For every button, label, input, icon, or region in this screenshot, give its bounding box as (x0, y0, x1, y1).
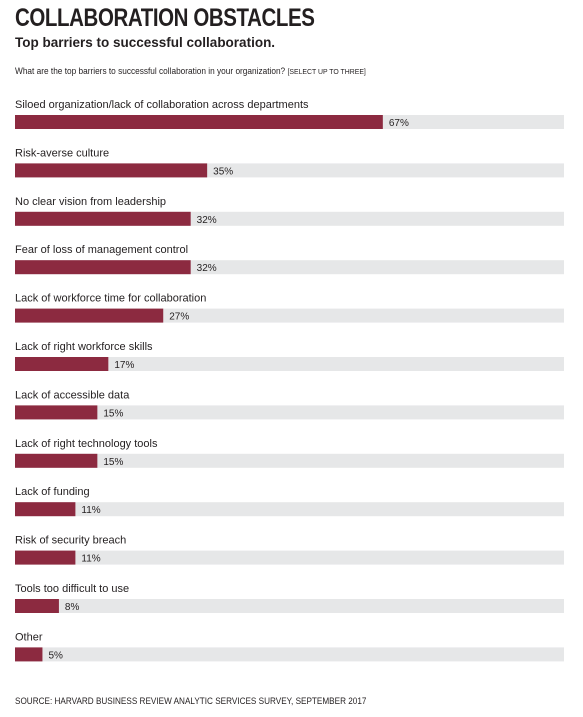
category-label: Risk-averse culture (15, 147, 109, 159)
value-label: 32% (197, 263, 217, 274)
bar-track (15, 357, 564, 371)
value-label: 35% (213, 166, 233, 177)
value-label: 32% (197, 215, 217, 226)
category-label: Lack of right technology tools (15, 438, 158, 450)
survey-question-note: [SELECT UP TO THREE] (287, 67, 366, 76)
category-label: Siloed organization/lack of collaboratio… (15, 99, 309, 111)
category-label: Other (15, 631, 43, 643)
bar (15, 260, 191, 275)
category-label: No clear vision from leadership (15, 196, 166, 208)
bar (15, 211, 191, 226)
value-label: 8% (65, 602, 80, 613)
value-label: 67% (389, 118, 409, 129)
survey-question: What are the top barriers to successful … (15, 66, 366, 76)
bar (15, 647, 43, 662)
bar (15, 163, 208, 178)
value-label: 15% (103, 408, 123, 419)
bar (15, 502, 76, 517)
category-label: Tools too difficult to use (15, 583, 129, 595)
value-label: 11% (81, 554, 100, 565)
bar-track (15, 502, 564, 517)
chart-title: COLLABORATION OBSTACLES (15, 4, 315, 32)
bar-track (15, 405, 564, 420)
category-label: Lack of accessible data (15, 389, 130, 401)
category-label: Lack of workforce time for collaboration (15, 293, 206, 305)
bar-track (15, 599, 564, 613)
bar (15, 405, 98, 420)
value-label: 17% (114, 360, 134, 371)
chart-subtitle: Top barriers to successful collaboration… (15, 35, 276, 50)
bar (15, 308, 164, 323)
bar (15, 550, 76, 565)
bar (15, 115, 383, 129)
bar (15, 357, 109, 371)
bar (15, 453, 98, 468)
bar-track (15, 647, 564, 662)
bar-track (15, 550, 564, 565)
bar-track (15, 453, 564, 468)
value-label: 5% (48, 650, 63, 661)
category-label: Fear of loss of management control (15, 244, 188, 256)
category-label: Lack of funding (15, 486, 90, 498)
source-note: SOURCE: HARVARD BUSINESS REVIEW ANALYTIC… (15, 696, 367, 707)
category-label: Risk of security breach (15, 535, 126, 547)
bar (15, 599, 59, 613)
value-label: 15% (103, 457, 123, 468)
value-label: 27% (169, 312, 189, 323)
value-label: 11% (81, 505, 100, 516)
survey-question-text: What are the top barriers to successful … (15, 66, 286, 76)
category-label: Lack of right workforce skills (15, 341, 153, 353)
